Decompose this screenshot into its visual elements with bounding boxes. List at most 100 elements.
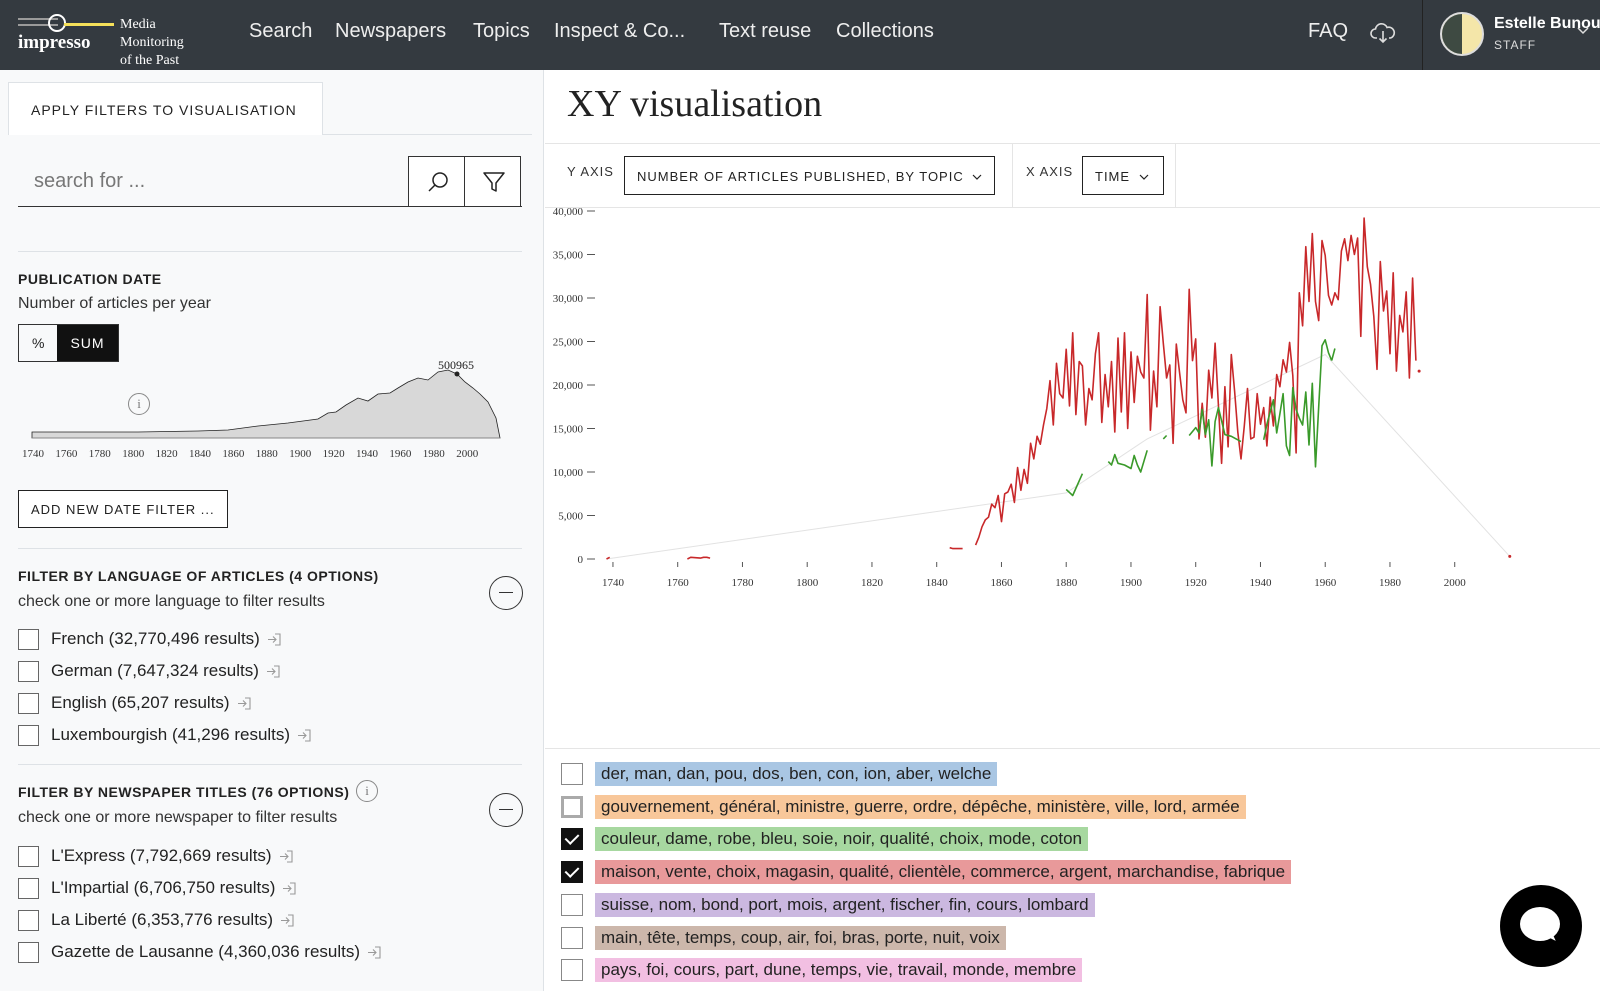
external-link-icon[interactable] [266, 631, 282, 647]
histogram-year-label: 1880 [256, 448, 278, 460]
chat-bubble-icon [1520, 907, 1560, 941]
checkbox[interactable] [18, 692, 39, 714]
histogram-year-label: 1800 [122, 448, 145, 460]
info-icon[interactable]: i [356, 780, 378, 802]
chat-button[interactable] [1500, 885, 1582, 967]
checkbox[interactable] [18, 724, 39, 746]
series-line-0[interactable] [606, 217, 1417, 560]
legend-checkbox[interactable] [561, 795, 583, 818]
legend-item[interactable]: pays, foi, cours, part, dune, temps, vie… [561, 957, 1083, 983]
user-name[interactable]: Estelle Bunou [1494, 15, 1600, 32]
external-link-icon[interactable] [278, 848, 294, 864]
newspaper-option[interactable]: L'Express (7,792,669 results) [18, 844, 294, 868]
logo-highlight [64, 23, 114, 26]
legend-item[interactable]: couleur, dame, robe, bleu, soie, noir, q… [561, 826, 1089, 852]
x-tick-label: 1760 [667, 577, 690, 589]
info-icon[interactable]: i [128, 393, 150, 415]
nav-search[interactable]: Search [249, 20, 313, 42]
external-link-icon[interactable] [236, 695, 252, 711]
legend-item[interactable]: suisse, nom, bond, port, mois, argent, f… [561, 892, 1095, 918]
x-tick-label: 1860 [990, 577, 1013, 589]
y-axis-select[interactable]: NUMBER OF ARTICLES PUBLISHED, BY TOPIC [624, 156, 995, 195]
y-tick-label: 35,000 [553, 250, 584, 262]
legend-label: pays, foi, cours, part, dune, temps, vie… [595, 958, 1083, 983]
nav-faq[interactable]: FAQ [1308, 20, 1349, 42]
series-point[interactable] [1508, 554, 1512, 558]
y-tick-label: 0 [578, 554, 584, 566]
newspaper-option[interactable]: Gazette de Lausanne (4,360,036 results) [18, 940, 382, 964]
percent-sum-toggle[interactable]: % SUM [18, 324, 119, 362]
newspaper-option[interactable]: L'Impartial (6,706,750 results) [18, 876, 297, 900]
legend-checkbox[interactable] [561, 893, 583, 916]
series-line-4[interactable] [1330, 348, 1336, 361]
histogram-year-label: 2000 [456, 448, 479, 460]
avatar[interactable] [1440, 12, 1484, 56]
y-tick-label: 40,000 [553, 208, 584, 218]
checkbox[interactable] [18, 660, 39, 682]
chevron-down-icon [972, 174, 982, 180]
collapse-newspapers-icon[interactable] [489, 793, 523, 827]
histogram-peak-label: 500965 [438, 360, 474, 372]
legend-checkbox[interactable] [561, 926, 583, 949]
checkbox[interactable] [18, 877, 39, 899]
cloud-download-icon[interactable] [1370, 20, 1396, 46]
xy-line-chart[interactable]: 0 5,000 10,000 15,000 20,000 25,000 30,000 35,0… [545, 208, 1600, 608]
nav-text-reuse[interactable]: Text reuse [719, 20, 812, 42]
legend-label: gouvernement, général, ministre, guerre,… [595, 794, 1246, 819]
impresso-logo[interactable]: impresso Media Monitoring of the Past [18, 14, 218, 68]
legend-item[interactable]: gouvernement, général, ministre, guerre,… [561, 794, 1246, 820]
language-option-french[interactable]: French (32,770,496 results) [18, 627, 282, 651]
checkbox[interactable] [18, 909, 39, 931]
legend-item[interactable]: der, man, dan, pou, dos, ben, con, ion, … [561, 761, 998, 787]
toggle-sum[interactable]: SUM [57, 325, 118, 361]
nav-newspapers[interactable]: Newspapers [335, 20, 447, 42]
legend-item[interactable]: maison, vente, choix, magasin, qualité, … [561, 859, 1292, 885]
x-axis-label: X AXIS [1026, 164, 1074, 179]
publication-date-title: PUBLICATION DATE [18, 271, 162, 287]
series-line-3[interactable] [1065, 339, 1333, 497]
x-axis-select[interactable]: TIME [1082, 156, 1164, 195]
toggle-percent[interactable]: % [32, 335, 45, 351]
axis-selector-bar: Y AXIS NUMBER OF ARTICLES PUBLISHED, BY … [545, 144, 1600, 208]
logo-word: impresso [18, 32, 91, 53]
nav-collections[interactable]: Collections [836, 20, 934, 42]
legend-checkbox[interactable] [561, 959, 583, 982]
nav-inspect-compare[interactable]: Inspect & Co... [554, 20, 686, 42]
histogram-year-label: 1960 [389, 448, 412, 460]
external-link-icon[interactable] [296, 727, 312, 743]
chevron-down-icon[interactable] [1576, 26, 1590, 36]
filter-button[interactable] [464, 156, 521, 207]
search-button[interactable] [408, 156, 465, 207]
add-date-filter-button[interactable]: ADD NEW DATE FILTER ... [18, 490, 228, 528]
tab-apply-filters[interactable]: APPLY FILTERS TO VISUALISATION [8, 82, 323, 135]
page-title: XY visualisation [567, 83, 823, 125]
search-input[interactable] [18, 156, 408, 206]
checkbox[interactable] [18, 941, 39, 963]
legend-checkbox[interactable] [561, 763, 583, 785]
external-link-icon[interactable] [366, 944, 382, 960]
y-axis-label: Y AXIS [567, 164, 614, 179]
checkbox[interactable] [18, 628, 39, 650]
legend-label: maison, vente, choix, magasin, qualité, … [595, 860, 1292, 885]
external-link-icon[interactable] [265, 663, 281, 679]
legend-checkbox[interactable] [561, 828, 583, 851]
publication-date-subtitle: Number of articles per year [18, 295, 211, 312]
legend-checkbox[interactable] [561, 861, 583, 884]
histogram-year-label: 1980 [423, 448, 446, 460]
articles-per-year-histogram[interactable]: 500965 1740 1760 1780 1800 1820 1840 1860 1880 1… [18, 360, 518, 470]
language-option-luxembourgish[interactable]: Luxembourgish (41,296 results) [18, 723, 312, 747]
language-option-german[interactable]: German (7,647,324 results) [18, 659, 281, 683]
newspaper-option[interactable]: La Liberté (6,353,776 results) [18, 908, 295, 932]
y-tick-label: 25,000 [553, 337, 584, 349]
legend-label: suisse, nom, bond, port, mois, argent, f… [595, 892, 1095, 917]
y-tick-label: 15,000 [553, 424, 584, 436]
legend-item[interactable]: main, tête, temps, coup, air, foi, bras,… [561, 925, 1006, 951]
series-point[interactable] [1417, 369, 1421, 373]
external-link-icon[interactable] [281, 880, 297, 896]
language-option-english[interactable]: English (65,207 results) [18, 691, 252, 715]
external-link-icon[interactable] [279, 912, 295, 928]
histogram-year-label: 1820 [156, 448, 179, 460]
collapse-language-icon[interactable] [489, 576, 523, 610]
checkbox[interactable] [18, 845, 39, 867]
nav-topics[interactable]: Topics [473, 20, 530, 42]
